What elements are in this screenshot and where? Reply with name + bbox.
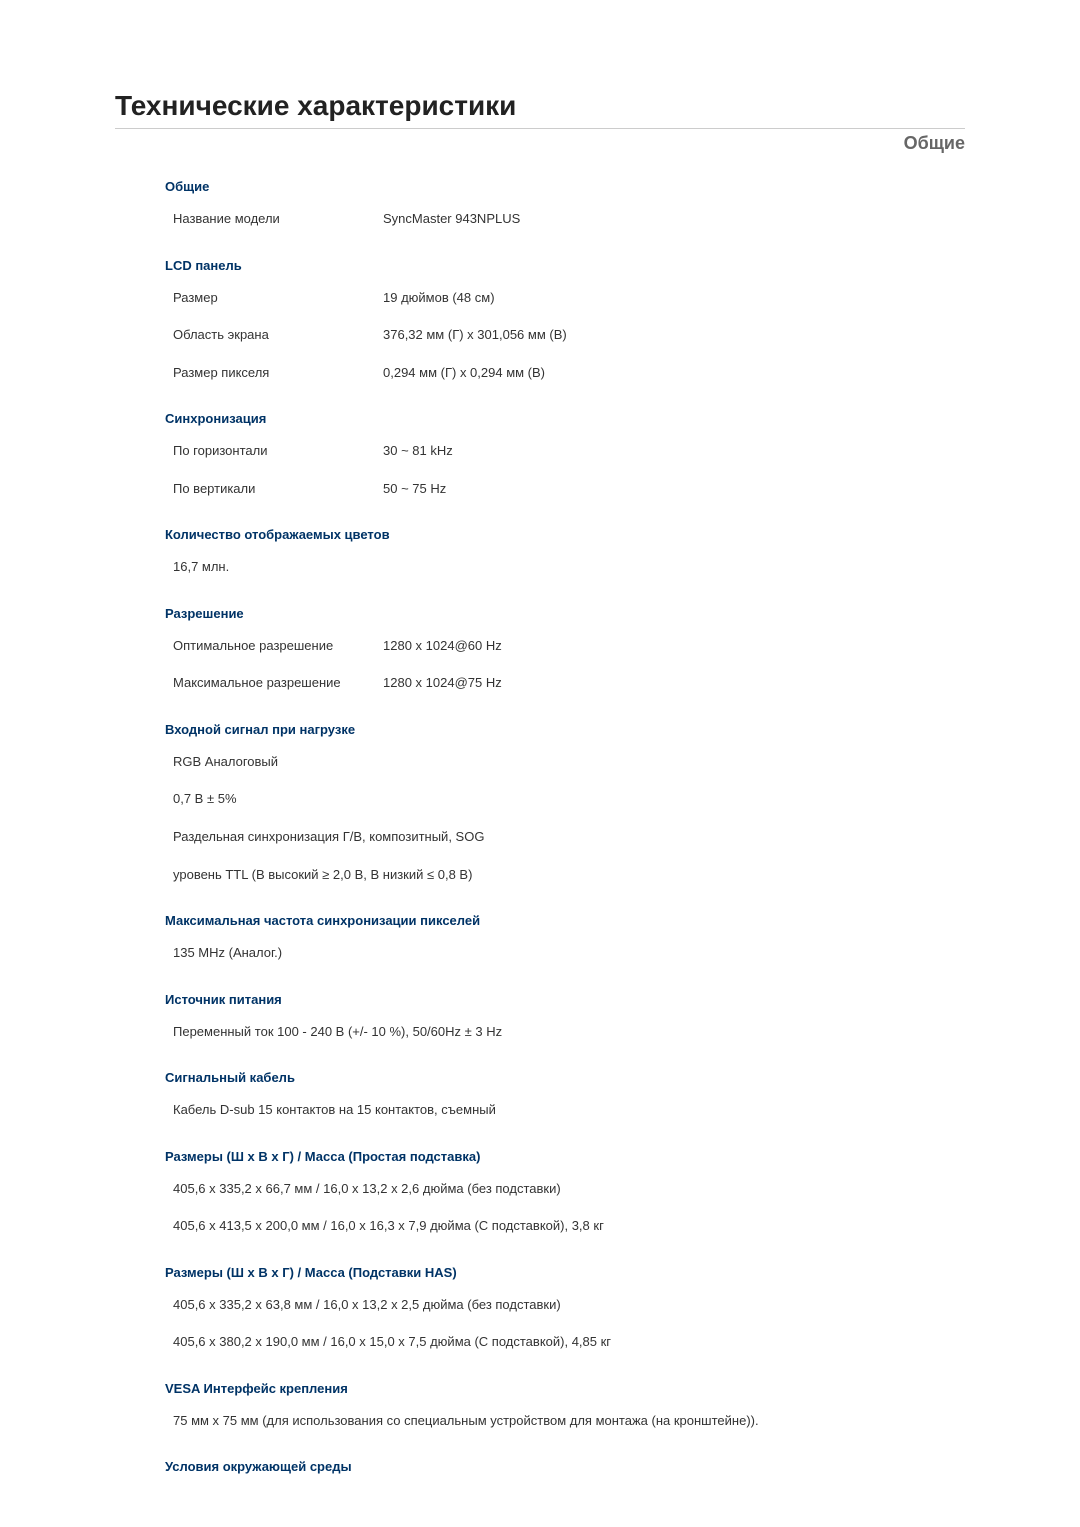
label-sync-h: По горизонтали [173, 442, 383, 460]
label-res-max: Максимальное разрешение [173, 674, 383, 692]
label-pixel: Размер пикселя [173, 364, 383, 382]
row-sync-v: По вертикали 50 ~ 75 Hz [165, 470, 965, 508]
value-colors: 16,7 млн. [165, 548, 965, 586]
section-env-head: Условия окружающей среды [165, 1459, 965, 1474]
section-resolution-head: Разрешение [165, 606, 965, 621]
value-pixelclock: 135 MHz (Аналог.) [165, 934, 965, 972]
value-size: 19 дюймов (48 см) [383, 289, 965, 307]
row-sync-h: По горизонтали 30 ~ 81 kHz [165, 432, 965, 470]
section-colors-head: Количество отображаемых цветов [165, 527, 965, 542]
value-res-max: 1280 x 1024@75 Hz [383, 674, 965, 692]
spec-content: Общие Название модели SyncMaster 943NPLU… [115, 179, 965, 1474]
label-size: Размер [173, 289, 383, 307]
label-res-opt: Оптимальное разрешение [173, 637, 383, 655]
value-model: SyncMaster 943NPLUS [383, 210, 965, 228]
value-area: 376,32 мм (Г) x 301,056 мм (В) [383, 326, 965, 344]
value-cable: Кабель D-sub 15 контактов на 15 контакто… [165, 1091, 965, 1129]
value-vesa: 75 мм x 75 мм (для использования со спец… [165, 1402, 965, 1440]
value-power: Переменный ток 100 - 240 В (+/- 10 %), 5… [165, 1013, 965, 1051]
row-model: Название модели SyncMaster 943NPLUS [165, 200, 965, 238]
section-input-head: Входной сигнал при нагрузке [165, 722, 965, 737]
row-size: Размер 19 дюймов (48 см) [165, 279, 965, 317]
page: Технические характеристики Общие Общие Н… [0, 0, 1080, 1527]
section-lcd-head: LCD панель [165, 258, 965, 273]
value-sync-h: 30 ~ 81 kHz [383, 442, 965, 460]
label-area: Область экрана [173, 326, 383, 344]
value-dims-has-2: 405,6 x 380,2 x 190,0 мм / 16,0 x 15,0 x… [165, 1323, 965, 1361]
subtitle: Общие [115, 133, 965, 154]
value-dims-has-1: 405,6 x 335,2 x 63,8 мм / 16,0 x 13,2 x … [165, 1286, 965, 1324]
section-pixelclock-head: Максимальная частота синхронизации пиксе… [165, 913, 965, 928]
label-sync-v: По вертикали [173, 480, 383, 498]
value-dims-simple-2: 405,6 x 413,5 x 200,0 мм / 16,0 x 16,3 x… [165, 1207, 965, 1245]
value-input-2: 0,7 B ± 5% [165, 780, 965, 818]
section-cable-head: Сигнальный кабель [165, 1070, 965, 1085]
label-model: Название модели [173, 210, 383, 228]
value-sync-v: 50 ~ 75 Hz [383, 480, 965, 498]
row-area: Область экрана 376,32 мм (Г) x 301,056 м… [165, 316, 965, 354]
section-dims-has-head: Размеры (Ш x В x Г) / Масса (Подставки H… [165, 1265, 965, 1280]
value-input-4: уровень TTL (В высокий ≥ 2,0 В, В низкий… [165, 856, 965, 894]
section-dims-simple-head: Размеры (Ш x В x Г) / Масса (Простая под… [165, 1149, 965, 1164]
section-vesa-head: VESA Интерфейс крепления [165, 1381, 965, 1396]
section-power-head: Источник питания [165, 992, 965, 1007]
row-res-opt: Оптимальное разрешение 1280 x 1024@60 Hz [165, 627, 965, 665]
section-general-head: Общие [165, 179, 965, 194]
row-pixel: Размер пикселя 0,294 мм (Г) x 0,294 мм (… [165, 354, 965, 392]
value-pixel: 0,294 мм (Г) x 0,294 мм (В) [383, 364, 965, 382]
main-title: Технические характеристики [115, 90, 965, 129]
row-res-max: Максимальное разрешение 1280 x 1024@75 H… [165, 664, 965, 702]
value-dims-simple-1: 405,6 x 335,2 x 66,7 мм / 16,0 x 13,2 x … [165, 1170, 965, 1208]
value-input-3: Раздельная синхронизация Г/В, композитны… [165, 818, 965, 856]
value-input-1: RGB Аналоговый [165, 743, 965, 781]
section-sync-head: Синхронизация [165, 411, 965, 426]
value-res-opt: 1280 x 1024@60 Hz [383, 637, 965, 655]
